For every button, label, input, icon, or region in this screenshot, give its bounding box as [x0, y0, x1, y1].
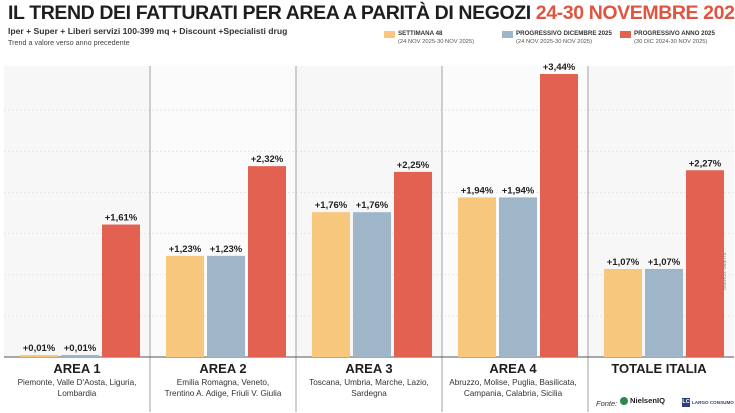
source-label: Fonte:	[596, 399, 618, 408]
bar-progressivo-anno	[102, 224, 140, 357]
area-label-4: AREA 4	[489, 361, 537, 376]
title-dates: 24-30 NOVEMBRE 2025	[535, 2, 735, 24]
bar-value-label: +1,07%	[607, 257, 640, 268]
region-line: Trentino A. Adige, Friuli V. Giulia	[164, 389, 282, 398]
largo-consumo-logo: LC LARGO CONSUMO	[682, 397, 734, 407]
bar-progressivo-dicembre	[207, 255, 245, 357]
legend-sub: (24 NOV 2025-30 NOV 2025)	[516, 39, 593, 45]
area-label-totale: TOTALE ITALIA	[611, 361, 707, 376]
bar-value-label: +0,01%	[23, 343, 56, 354]
region-line: Sardegna	[351, 389, 387, 398]
legend-sub: (30 DIC 2024-30 NOV 2025)	[634, 39, 708, 45]
region-line: Toscana, Umbria, Marche, Lazio,	[309, 378, 429, 387]
region-line: Piemonte, Valle D'Aosta, Liguria,	[17, 378, 137, 387]
bar-value-label: +1,07%	[648, 257, 681, 268]
subtitle: Iper + Super + Liberi servizi 100-399 mq…	[8, 26, 288, 36]
bar-value-label: +1,76%	[356, 200, 389, 211]
region-line: Abruzzo, Molise, Puglia, Basilicata,	[449, 378, 577, 387]
area-regions-2: Emilia Romagna, Veneto, Trentino A. Adig…	[150, 377, 296, 399]
legend-sub: (24 NOV 2025-30 NOV 2025)	[398, 39, 475, 45]
region-line: Emilia Romagna, Veneto,	[176, 378, 270, 387]
nielsen-logo: NielsenIQ	[620, 396, 665, 405]
area-regions-4: Abruzzo, Molise, Puglia, Basilicata, Cam…	[440, 377, 586, 399]
area-regions-1: Piemonte, Valle D'Aosta, Liguria, Lombar…	[4, 377, 150, 399]
bar-settimana	[604, 268, 642, 357]
chart-title: IL TREND DEI FATTURATI PER AREA A PARITÀ…	[8, 2, 735, 25]
bar-value-label: +1,94%	[502, 185, 535, 196]
area-label-3: AREA 3	[345, 361, 393, 376]
bar-settimana	[312, 212, 350, 357]
bar-value-label: +1,76%	[315, 200, 348, 211]
bar-progressivo-anno	[248, 166, 286, 357]
bar-value-label: +1,94%	[461, 185, 494, 196]
bar-settimana	[166, 255, 204, 357]
nielsen-dot-icon	[620, 396, 628, 405]
trend-note: Trend a valore verso anno precedente	[8, 38, 130, 47]
bar-value-label: +2,32%	[251, 154, 284, 165]
bar-progressivo-dicembre	[61, 355, 99, 357]
region-line: Campania, Calabria, Sicilia	[463, 389, 563, 398]
bar-value-label: +2,25%	[397, 160, 430, 171]
bar-progressivo-anno	[540, 74, 578, 357]
title-main: IL TREND DEI FATTURATI PER AREA A PARITÀ…	[8, 2, 531, 24]
nielsen-name: NielsenIQ	[630, 396, 666, 405]
bar-progressivo-dicembre	[645, 268, 683, 357]
legend-label: PROGRESSIVO DICEMBRE 2025	[516, 30, 612, 37]
lc-mark: LC	[682, 397, 690, 407]
lc-name: LARGO CONSUMO	[692, 399, 734, 405]
bar-value-label: +2,27%	[689, 158, 722, 169]
bar-value-label: +1,61%	[105, 213, 138, 224]
bar-value-label: +0,01%	[64, 343, 97, 354]
legend-swatch	[620, 31, 631, 38]
bar-progressivo-anno	[394, 171, 432, 357]
bar-value-label: +3,44%	[543, 62, 576, 73]
bar-progressivo-dicembre	[353, 212, 391, 357]
legend-label: SETTIMANA 48	[398, 30, 443, 37]
legend-swatch	[502, 31, 513, 38]
legend-swatch	[384, 31, 395, 38]
graphic-credit: GRAFICO: ORIETTA	[722, 252, 727, 290]
area-label-2: AREA 2	[199, 361, 247, 376]
bar-value-label: +1,23%	[210, 244, 243, 255]
bar-value-label: +1,23%	[169, 244, 202, 255]
region-line: Lombardia	[57, 389, 97, 398]
area-label-1: AREA 1	[53, 361, 101, 376]
bar-settimana	[458, 197, 496, 357]
bar-progressivo-anno	[686, 170, 724, 357]
bar-progressivo-dicembre	[499, 197, 537, 357]
legend-label: PROGRESSIVO ANNO 2025	[634, 30, 715, 37]
bar-settimana	[20, 355, 58, 357]
area-regions-3: Toscana, Umbria, Marche, Lazio, Sardegna	[296, 377, 442, 399]
